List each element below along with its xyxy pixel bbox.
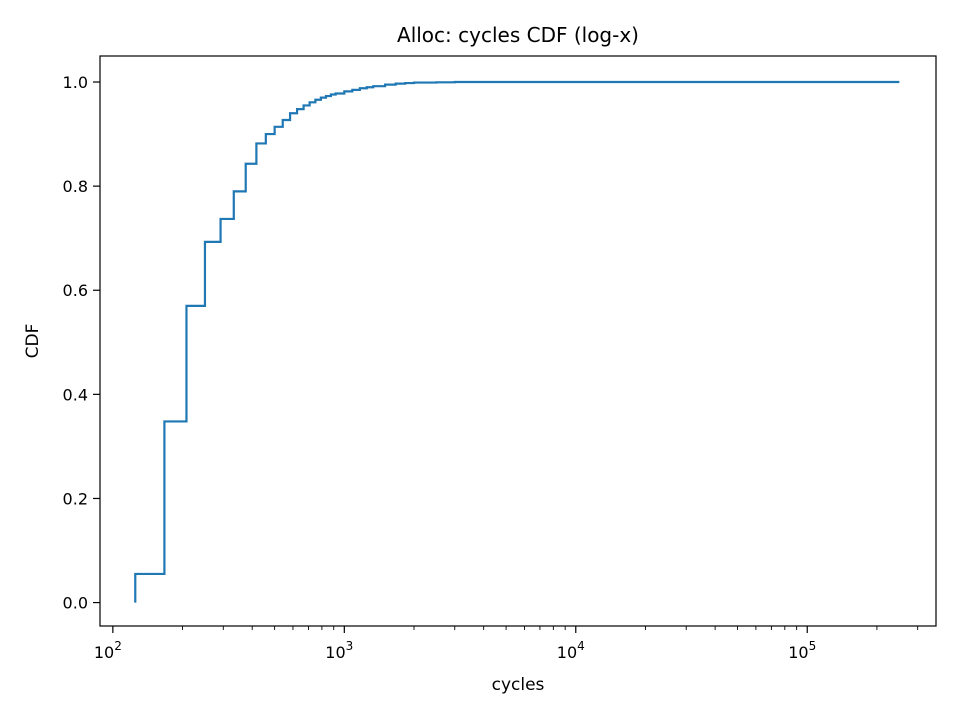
y-tick-label: 0.0: [63, 594, 88, 613]
y-tick-label: 0.8: [63, 177, 88, 196]
x-tick-label: 102: [94, 639, 122, 662]
plot-frame: [99, 55, 937, 627]
y-axis: 0.0 0.2 0.4 0.6 0.8 1.0: [63, 73, 100, 613]
x-axis-label: cycles: [492, 675, 545, 695]
x-tick-label: 105: [788, 639, 816, 662]
y-tick-label: 0.6: [63, 281, 88, 300]
x-tick-label: 103: [325, 639, 353, 662]
x-tick-label: 104: [557, 639, 585, 662]
x-axis: 102 103 104 105: [94, 626, 919, 662]
chart-title: Alloc: cycles CDF (log-x): [397, 23, 639, 47]
y-tick-label: 0.2: [63, 489, 88, 508]
y-axis-label: CDF: [23, 324, 43, 359]
y-tick-label: 0.4: [63, 385, 88, 404]
cdf-line-series-0: [134, 80, 900, 603]
y-tick-label: 1.0: [63, 73, 88, 92]
plot-area: [134, 80, 900, 603]
